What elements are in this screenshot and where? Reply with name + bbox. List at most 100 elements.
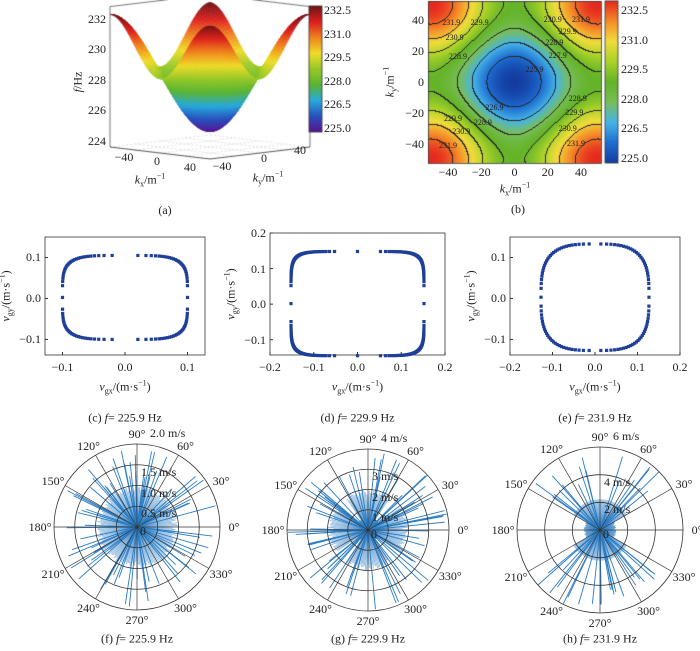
data-point xyxy=(547,335,551,339)
data-point xyxy=(645,268,649,272)
data-point xyxy=(541,268,545,272)
angle-spoke xyxy=(599,488,673,531)
velocity-ray xyxy=(367,529,401,595)
axis-var: f xyxy=(115,631,120,646)
colorbar-tick-b: 231.0 xyxy=(621,32,648,47)
angle-spoke xyxy=(527,488,601,531)
velocity-ray xyxy=(552,496,601,531)
data-point xyxy=(629,247,633,251)
data-point xyxy=(645,322,649,326)
caption-e: (e) f= 231.9 Hz xyxy=(558,411,631,426)
data-point xyxy=(599,348,603,353)
velocity-ray xyxy=(367,529,407,580)
x-tick-label: 0.2 xyxy=(672,360,688,374)
angle-label: 330° xyxy=(438,568,462,583)
velocity-ray xyxy=(68,526,138,557)
data-point xyxy=(422,323,426,328)
angle-label: 240° xyxy=(309,601,332,616)
axis-var: v xyxy=(223,314,238,320)
y-tick-label: −20 xyxy=(405,106,424,121)
data-point xyxy=(587,242,591,246)
angle-spoke xyxy=(367,489,439,531)
data-point xyxy=(562,345,566,350)
data-point xyxy=(63,268,67,272)
y-tick-label: −40 xyxy=(405,137,424,152)
velocity-ray xyxy=(70,526,138,569)
polar-plot-f xyxy=(53,443,221,611)
axis-sup: −1 xyxy=(138,378,147,388)
data-point xyxy=(185,274,189,278)
data-point xyxy=(62,321,66,325)
axis-var: v xyxy=(0,316,12,321)
data-point xyxy=(92,254,97,258)
data-point xyxy=(640,257,644,261)
data-point xyxy=(644,325,648,329)
angle-spoke xyxy=(327,459,369,531)
data-point xyxy=(327,249,332,254)
velocity-ray xyxy=(367,529,399,603)
angle-label: 270° xyxy=(125,613,149,627)
data-point xyxy=(321,354,326,358)
angle-label: 210° xyxy=(274,568,298,583)
data-point xyxy=(136,337,140,342)
caption-prefix: (g) xyxy=(330,631,348,646)
y-axis-label: vgy/(m·s−1) xyxy=(0,270,15,321)
velocity-ray xyxy=(561,484,601,531)
data-point xyxy=(573,243,577,247)
y-tick-label: 20 xyxy=(412,43,424,58)
data-point xyxy=(557,247,561,251)
data-point xyxy=(540,319,545,323)
axis-var: f xyxy=(347,631,352,646)
axis-sup: −1 xyxy=(370,378,380,388)
contour-label: 229.9 xyxy=(443,114,462,124)
angle-label: 120° xyxy=(77,439,100,454)
data-point xyxy=(392,250,396,254)
y-tick-label: 0 xyxy=(418,75,424,89)
velocity-ray xyxy=(327,529,369,570)
data-point xyxy=(631,248,635,252)
data-point xyxy=(61,279,65,284)
angle-label: 0° xyxy=(457,523,469,537)
data-point xyxy=(289,328,293,332)
data-point xyxy=(163,336,167,340)
axis-sub: x xyxy=(505,188,510,198)
x-tick-label: −0.2 xyxy=(259,360,281,374)
velocity-ray xyxy=(599,529,611,590)
data-point xyxy=(321,249,326,254)
data-point xyxy=(542,263,547,267)
data-point xyxy=(539,295,543,299)
velocity-ray xyxy=(549,529,601,594)
velocity-ray xyxy=(367,529,400,576)
data-point xyxy=(102,337,106,341)
data-point xyxy=(555,248,559,252)
ring-label: 0 xyxy=(140,524,146,538)
x-axis-label: vgx/(m·s−1) xyxy=(99,378,150,395)
data-point xyxy=(61,274,65,278)
data-point xyxy=(171,334,176,338)
velocity-ray xyxy=(310,481,369,531)
angle-label: 30° xyxy=(675,476,693,491)
data-point xyxy=(641,331,646,336)
axis-var: f xyxy=(579,631,584,646)
velocity-ray xyxy=(367,529,420,539)
data-point xyxy=(624,345,628,350)
data-point xyxy=(539,304,543,308)
velocity-ray xyxy=(581,457,601,531)
contour-label: 228.9 xyxy=(568,94,587,104)
velocity-ray xyxy=(307,529,369,545)
caption-a: (a) xyxy=(158,203,172,217)
data-point xyxy=(76,335,81,339)
angle-label: 270° xyxy=(588,616,612,630)
y-tick-label: −0.1 xyxy=(19,332,41,347)
data-point xyxy=(555,342,559,347)
y-axis-label: vgy/(m·s−1) xyxy=(462,270,479,321)
velocity-ray xyxy=(90,486,138,528)
angle-spoke xyxy=(297,489,369,531)
velocity-ray xyxy=(136,526,176,566)
data-point xyxy=(647,286,651,290)
velocity-ray xyxy=(136,526,196,556)
data-point xyxy=(570,347,574,351)
axis-sub: gx xyxy=(574,386,583,396)
data-point xyxy=(389,354,394,358)
